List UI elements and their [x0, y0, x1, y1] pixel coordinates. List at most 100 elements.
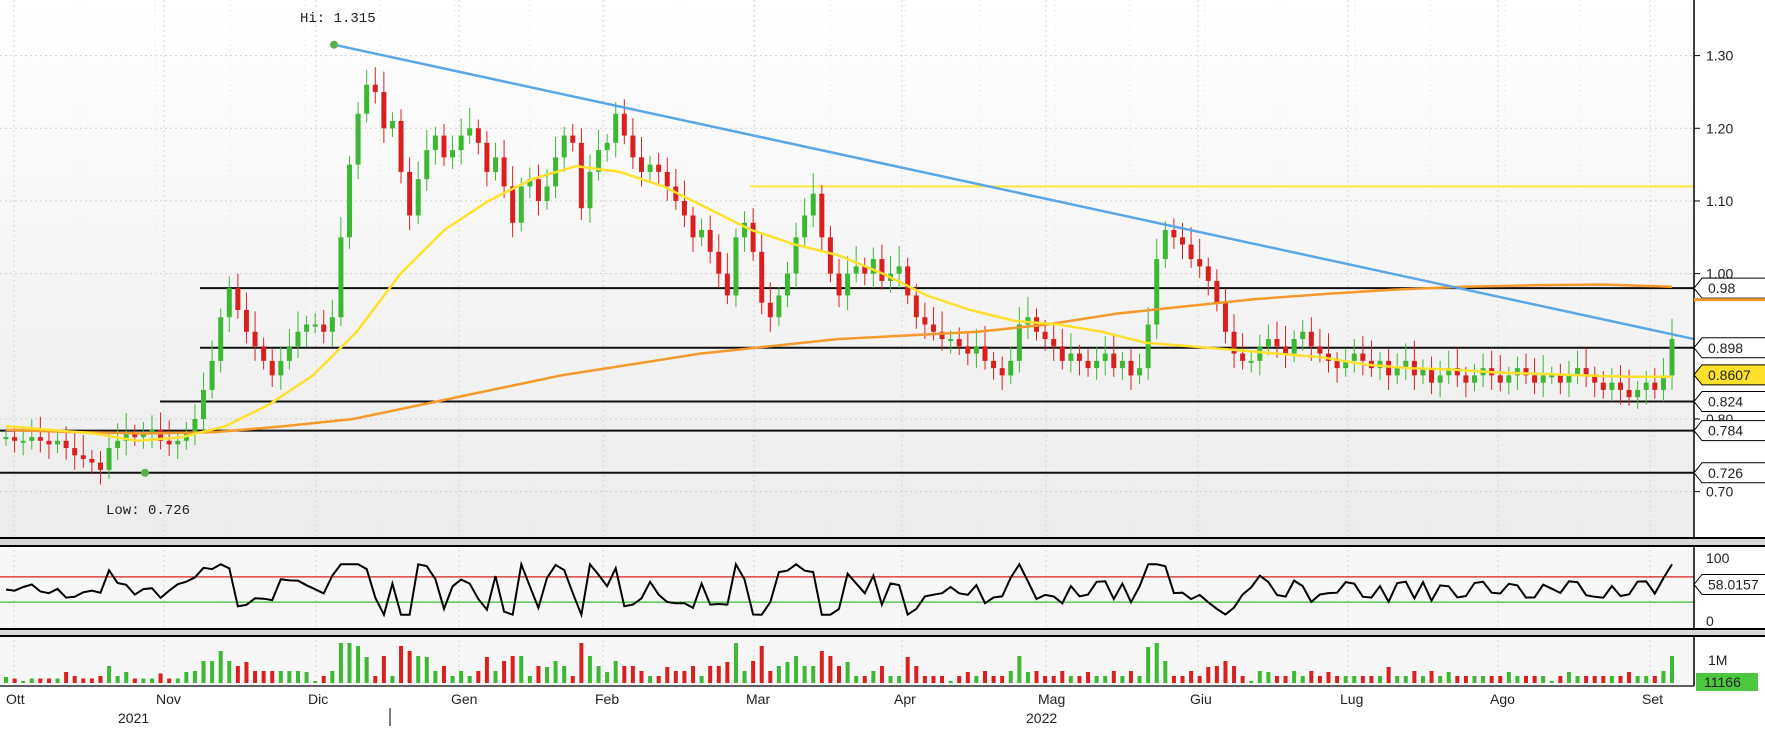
volume-bar [605, 672, 610, 683]
volume-bar [167, 678, 172, 683]
volume-bar [1240, 676, 1245, 683]
volume-tick-label: 1M [1708, 652, 1727, 668]
volume-bar [347, 643, 352, 683]
candle-body [1076, 353, 1082, 361]
rsi-tick-label: 100 [1706, 550, 1730, 566]
panel-separator [0, 629, 1765, 636]
volume-bar [1249, 681, 1254, 683]
volume-bar [1309, 671, 1314, 683]
month-label: Nov [156, 691, 181, 707]
candle-body [845, 273, 851, 296]
volume-bar [1412, 671, 1417, 683]
volume-bar [622, 666, 627, 683]
candle-body [991, 360, 997, 369]
volume-bar [922, 676, 927, 683]
candle-body [853, 266, 859, 274]
candle-body [1102, 353, 1108, 361]
month-label: Giu [1190, 691, 1212, 707]
volume-bar [708, 666, 713, 683]
candle-body [1016, 324, 1022, 361]
candle-body [759, 251, 765, 303]
volume-bar [1017, 656, 1022, 683]
volume-bar [98, 676, 103, 683]
volume-bar [1524, 676, 1529, 683]
volume-bar [725, 662, 730, 683]
candle-body [46, 440, 52, 445]
candle-body [1360, 353, 1366, 361]
volume-bar [1592, 676, 1597, 683]
volume-bar [948, 681, 953, 683]
volume-bar [1403, 676, 1408, 683]
candle-body [372, 84, 378, 92]
candle-body [467, 128, 473, 136]
volume-bar [1128, 671, 1133, 683]
candle-body [304, 324, 310, 332]
candle-body [381, 91, 387, 129]
candle-body [939, 331, 945, 340]
volume-bar [227, 661, 232, 683]
hi-low-annotations: Hi: 1.315 Low: 0.726 [106, 11, 376, 519]
level-badge: 0.98 [1708, 280, 1735, 296]
volume-bar [175, 678, 180, 683]
volume-bar [1146, 647, 1151, 683]
candle-body [1626, 389, 1632, 398]
volume-bar [21, 681, 26, 683]
trendlines [333, 43, 1695, 341]
candle-body [398, 121, 404, 172]
volume-bar [1575, 676, 1580, 683]
volume-bar [562, 666, 567, 683]
volume-bar [72, 676, 77, 683]
volume-bar [1652, 676, 1657, 683]
volume-bar [914, 666, 919, 683]
candle-body [243, 309, 249, 332]
last-price-badge-bg [1693, 364, 1765, 386]
candle-body [364, 84, 370, 114]
ma-long-line [5, 283, 1673, 435]
volume-bar [295, 671, 300, 683]
candle-body [570, 135, 576, 143]
volume-bar [1541, 676, 1546, 683]
candle-body [1265, 339, 1271, 347]
price-tick-label: 0.70 [1706, 484, 1733, 500]
candle-body [1240, 353, 1246, 361]
candle-body [827, 237, 833, 274]
candle-body [862, 266, 868, 274]
volume-bar [1438, 676, 1443, 683]
rsi-panel: 100 0 [0, 550, 1730, 629]
volume-bar [888, 676, 893, 683]
volume-bar [1223, 661, 1228, 683]
candle-body [63, 440, 69, 449]
volume-bar [1566, 672, 1571, 683]
volume-bar [1618, 676, 1623, 683]
volume-bar [1189, 671, 1194, 683]
volume-bar [828, 656, 833, 683]
last-price-badge: 0.8607 [1708, 367, 1751, 383]
candle-body [123, 433, 129, 441]
volume-bar [1274, 676, 1279, 683]
month-label: Mag [1038, 691, 1065, 707]
volume-bar [1549, 681, 1554, 683]
candle-body [235, 288, 241, 310]
month-label: Mar [746, 691, 770, 707]
volume-bar [587, 656, 592, 683]
volume-bar [12, 678, 17, 683]
volume-bar [364, 657, 369, 683]
volume-bar [751, 661, 756, 683]
volume-bar [673, 671, 678, 683]
candle-body [1549, 375, 1555, 378]
trendline [333, 43, 1695, 341]
volume-bar [424, 657, 429, 683]
candle-body [1660, 375, 1666, 390]
volume-bar [648, 676, 653, 683]
candle-body [29, 437, 35, 441]
volume-bar [493, 671, 498, 683]
volume-badge-bg [1696, 673, 1758, 691]
candle-body [175, 440, 181, 445]
candle-body [501, 157, 507, 187]
volume-bar [1086, 672, 1091, 683]
candle-body [424, 150, 430, 180]
volume-bar [639, 671, 644, 683]
price-tick-label: 1.30 [1706, 48, 1733, 64]
volume-bar [733, 643, 738, 683]
candle-body [1557, 375, 1563, 383]
